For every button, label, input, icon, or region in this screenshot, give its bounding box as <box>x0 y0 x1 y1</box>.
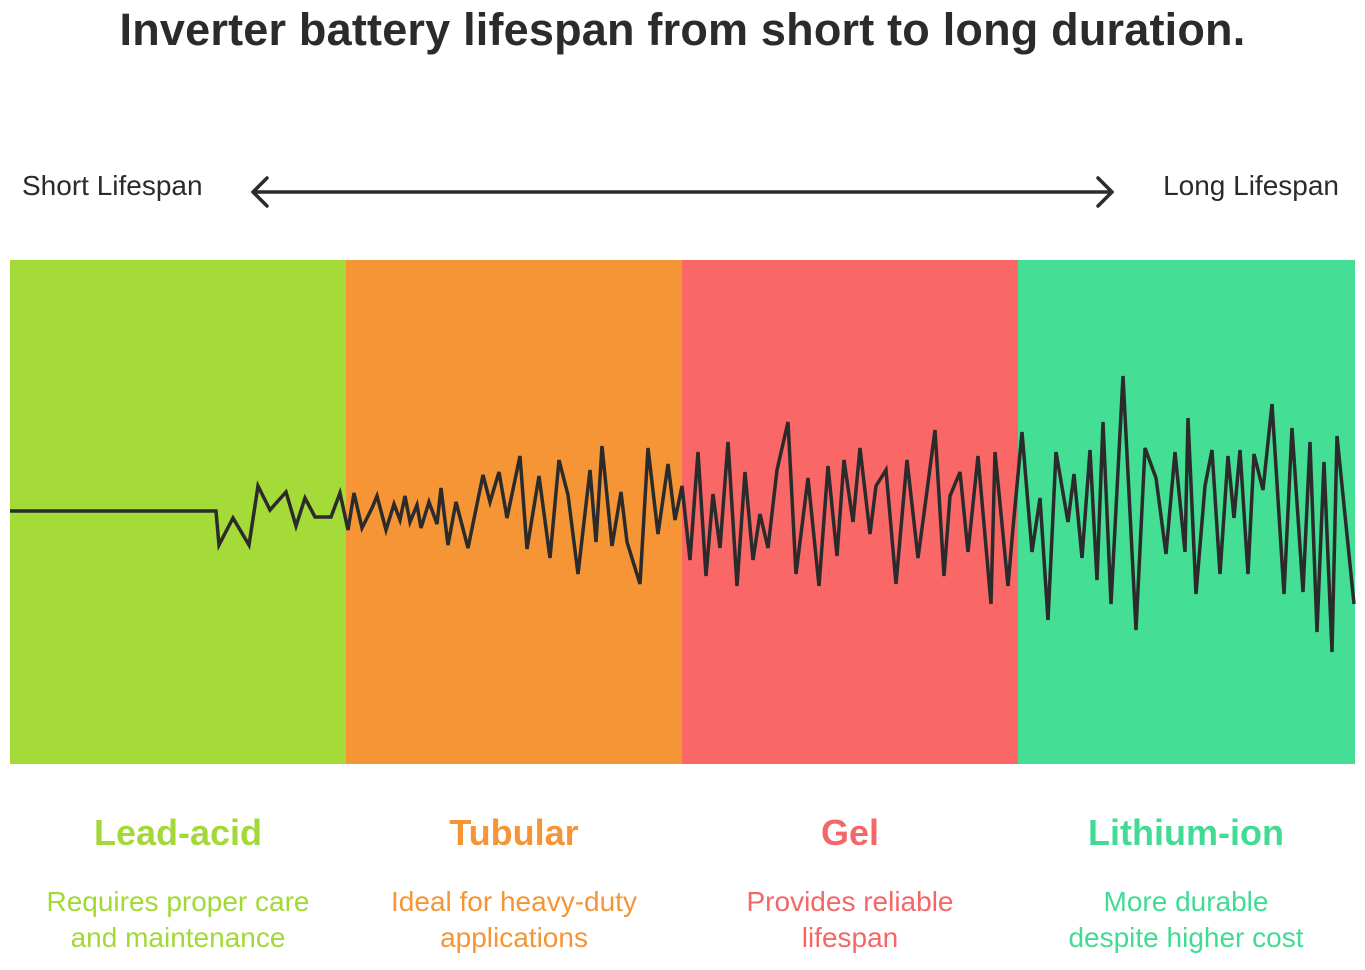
double-headed-arrow <box>251 176 1114 208</box>
long-lifespan-label: Long Lifespan <box>1163 170 1339 201</box>
short-lifespan-label: Short Lifespan <box>22 170 203 201</box>
gel-desc-line2: lifespan <box>801 922 899 953</box>
signal-wave <box>10 375 1356 653</box>
gel-desc-line1: Provides reliable <box>746 886 954 917</box>
tubular-description: Ideal for heavy-duty applications <box>346 884 682 956</box>
lead-acid-desc-line2: and maintenance <box>70 922 286 953</box>
lead-acid-description: Requires proper care and maintenance <box>10 884 346 956</box>
lithium-ion-description: More durable despite higher cost <box>1018 884 1354 956</box>
gel-title: Gel <box>820 812 880 853</box>
tubular-desc-line2: applications <box>440 922 588 953</box>
lead-acid-title: Lead-acid <box>93 812 263 853</box>
tubular-desc-line1: Ideal for heavy-duty <box>391 886 637 917</box>
diagram-title: Inverter battery lifespan from short to … <box>119 4 1246 55</box>
tubular-title: Tubular <box>449 812 579 853</box>
gel-description: Provides reliable lifespan <box>682 884 1018 956</box>
lithium-ion-desc-line1: More durable <box>1103 886 1269 917</box>
signal-wave-line <box>10 375 1356 653</box>
lithium-ion-title: Lithium-ion <box>1088 812 1284 853</box>
lead-acid-desc-line1: Requires proper care <box>46 886 310 917</box>
lithium-ion-desc-line2: despite higher cost <box>1068 922 1304 953</box>
